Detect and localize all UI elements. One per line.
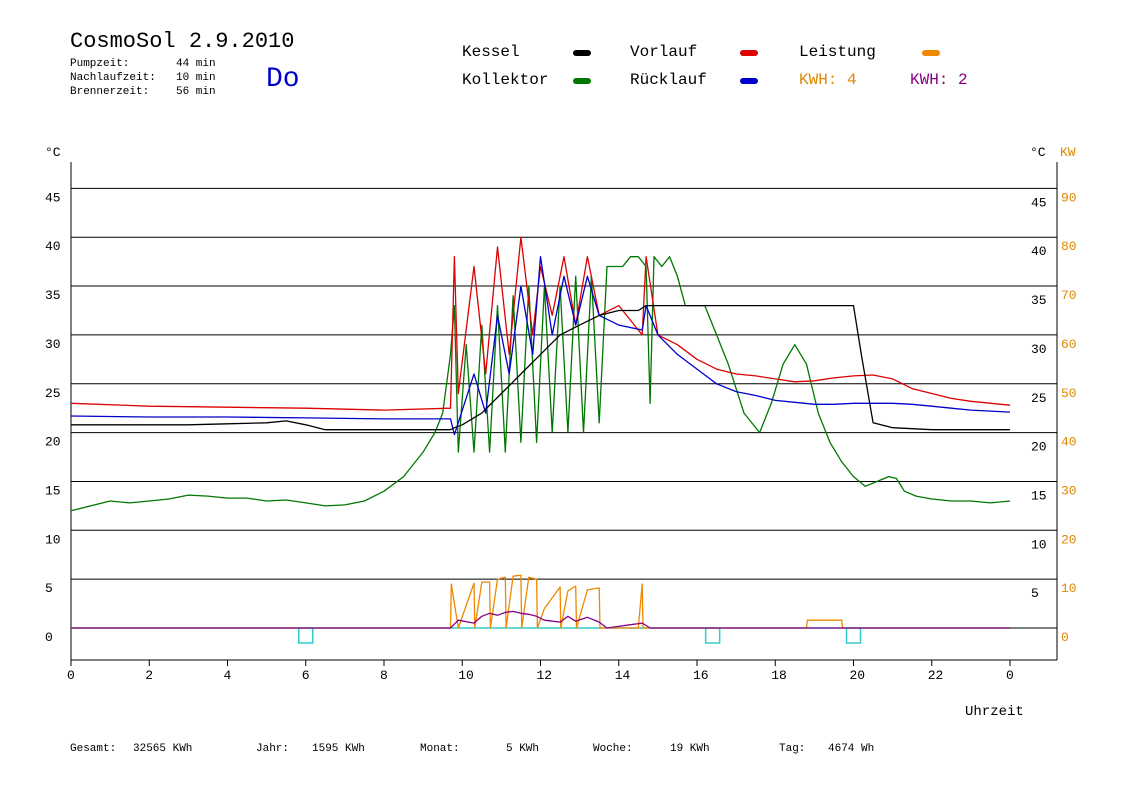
y-tick-right-c-5: 5 (1031, 586, 1039, 601)
x-axis-label: Uhrzeit (965, 704, 1024, 720)
y-tick-right-kw-30: 30 (1061, 483, 1077, 498)
legend-leistung-label: Leistung (799, 43, 876, 61)
y-tick-right-kw-80: 80 (1061, 239, 1077, 254)
legend-ruecklauf-label: Rücklauf (630, 71, 707, 89)
x-tick-3: 6 (302, 668, 310, 683)
y-tick-right-c-40: 40 (1031, 244, 1047, 259)
x-tick-8: 16 (693, 668, 709, 683)
legend-kessel-label: Kessel (462, 43, 520, 61)
series-line-leistung-4 (71, 574, 1010, 629)
series-line-kwh-5 (71, 610, 1010, 629)
stat-jahr-value: 1595 KWh (312, 743, 365, 755)
x-tick-5: 10 (458, 668, 474, 683)
series-line-kessel-3 (71, 304, 1010, 431)
y-tick-right-kw-10: 10 (1061, 581, 1077, 596)
x-tick-12: 0 (1006, 668, 1014, 683)
y-tick-right-kw-70: 70 (1061, 288, 1077, 303)
pump-marker-2 (845, 627, 862, 644)
x-tick-4: 8 (380, 668, 388, 683)
y-axis-label-left: °C (45, 145, 61, 160)
info-pumpzeit-value: 44 min (176, 58, 216, 70)
y-tick-right-kw-20: 20 (1061, 532, 1077, 547)
app-title: CosmoSol 2.9.2010 (70, 29, 295, 54)
y-tick-left-30: 30 (45, 337, 61, 352)
legend-kwh-purple: KWH: 2 (910, 71, 968, 89)
y-tick-right-c-30: 30 (1031, 342, 1047, 357)
stat-woche-label: Woche: (593, 743, 633, 755)
stat-gesamt-label: Gesamt: (70, 743, 117, 755)
y-tick-right-kw-40: 40 (1061, 435, 1077, 450)
stat-tag-label: Tag: (779, 743, 806, 755)
info-pumpzeit-label: Pumpzeit: (70, 58, 130, 70)
legend-leistung-swatch (922, 50, 940, 56)
stat-jahr-label: Jahr: (256, 743, 290, 755)
y-tick-left-10: 10 (45, 532, 61, 547)
y-tick-right-c-10: 10 (1031, 537, 1047, 552)
stat-woche-value: 19 KWh (670, 743, 710, 755)
stat-gesamt-value: 32565 KWh (133, 743, 193, 755)
legend-kwh-orange: KWH: 4 (799, 71, 857, 89)
legend-vorlauf-swatch (740, 50, 758, 56)
y-tick-left-45: 45 (45, 190, 61, 205)
legend-kollektor-swatch (573, 78, 591, 84)
pump-marker-0 (298, 627, 314, 644)
pump-marker-1 (704, 627, 721, 644)
y-tick-left-15: 15 (45, 483, 61, 498)
x-tick-6: 12 (537, 668, 553, 683)
y-tick-left-0: 0 (45, 630, 53, 645)
legend-kollektor-label: Kollektor (462, 71, 549, 89)
y-tick-left-25: 25 (45, 386, 61, 401)
y-tick-left-20: 20 (45, 435, 61, 450)
x-tick-7: 14 (615, 668, 631, 683)
info-nachlaufzeit-value: 10 min (176, 72, 216, 84)
y-tick-right-kw-60: 60 (1061, 337, 1077, 352)
series-line-vorlauf-1 (70, 236, 1011, 411)
stat-monat-label: Monat: (420, 743, 460, 755)
legend-ruecklauf-swatch (740, 78, 758, 84)
y-axis-label-right-kw: KW (1060, 145, 1076, 160)
y-tick-right-kw-90: 90 (1061, 190, 1077, 205)
legend-vorlauf-label: Vorlauf (630, 43, 698, 61)
info-brennerzeit-value: 56 min (176, 86, 216, 98)
info-nachlaufzeit-label: Nachlaufzeit: (70, 72, 156, 84)
x-tick-2: 4 (224, 668, 232, 683)
stat-tag-value: 4674 Wh (828, 743, 875, 755)
y-axis-label-right-c: °C (1030, 145, 1046, 160)
x-tick-9: 18 (771, 668, 787, 683)
x-tick-10: 20 (850, 668, 866, 683)
weekday-label: Do (266, 64, 300, 95)
y-tick-right-c-20: 20 (1031, 440, 1047, 455)
series-line-kollektor-0 (70, 256, 1011, 512)
y-tick-right-c-15: 15 (1031, 488, 1047, 503)
x-tick-0: 0 (67, 668, 75, 683)
legend-kessel-swatch (573, 50, 591, 56)
x-tick-1: 2 (145, 668, 153, 683)
y-tick-right-kw-50: 50 (1061, 386, 1077, 401)
info-brennerzeit-label: Brennerzeit: (70, 86, 150, 98)
y-tick-right-c-45: 45 (1031, 195, 1047, 210)
series-line-rcklauf-2 (70, 256, 1011, 436)
x-tick-11: 22 (928, 668, 944, 683)
stat-monat-value: 5 KWh (506, 743, 540, 755)
y-tick-right-c-35: 35 (1031, 293, 1047, 308)
y-tick-left-5: 5 (45, 581, 53, 596)
y-tick-right-c-25: 25 (1031, 391, 1047, 406)
y-tick-left-35: 35 (45, 288, 61, 303)
y-tick-right-kw-0: 0 (1061, 630, 1069, 645)
y-tick-left-40: 40 (45, 239, 61, 254)
